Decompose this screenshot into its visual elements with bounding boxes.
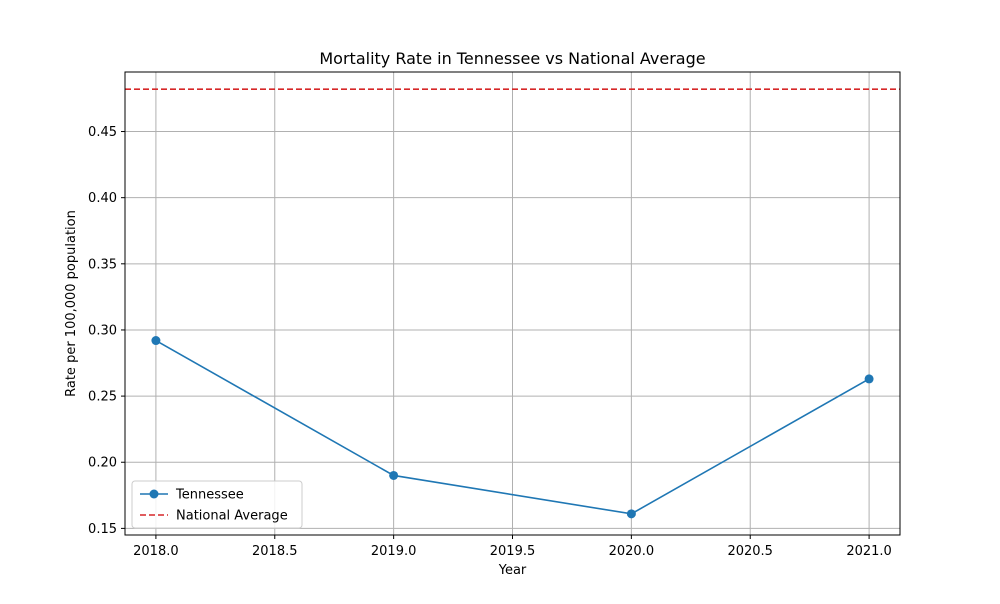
y-tick-label: 0.25 [88,390,117,405]
x-tick-label: 2018.5 [252,544,298,559]
y-tick-label: 0.35 [88,257,117,272]
x-tick-label: 2020.5 [727,544,773,559]
x-tick-label: 2019.5 [490,544,536,559]
y-tick-label: 0.20 [88,456,117,471]
y-tick-label: 0.40 [88,191,117,206]
tick-layer: 2018.0 2018.5 2019.0 2019.5 2020.0 2020.5 2021… [88,125,892,559]
legend-box [131,480,303,529]
y-tick-label: 0.45 [88,125,117,140]
x-tick-label: 2020.0 [609,544,655,559]
x-axis-label: Year [498,563,527,578]
x-tick-label: 2019.0 [371,544,417,559]
y-tick-label: 0.30 [88,323,117,338]
legend-label: National Average [176,509,288,524]
legend-tennessee-swatch-marker [149,489,159,499]
tennessee-series-line [155,339,870,515]
grid-layer [125,72,900,535]
tennessee-data-point [864,374,874,384]
tennessee-data-point [626,509,636,519]
y-tick-label: 0.15 [88,522,117,537]
tennessee-data-point [151,336,161,346]
x-tick-label: 2021.0 [846,544,892,559]
chart-title: Mortality Rate in Tennessee vs National … [319,49,705,68]
x-tick-label: 2018.0 [133,544,179,559]
y-axis-label: Rate per 100,000 population [64,210,79,397]
legend: Tennessee National Average [131,480,303,529]
series-layer [125,88,900,519]
tennessee-data-point [389,470,399,480]
legend-label: Tennessee [175,488,244,503]
